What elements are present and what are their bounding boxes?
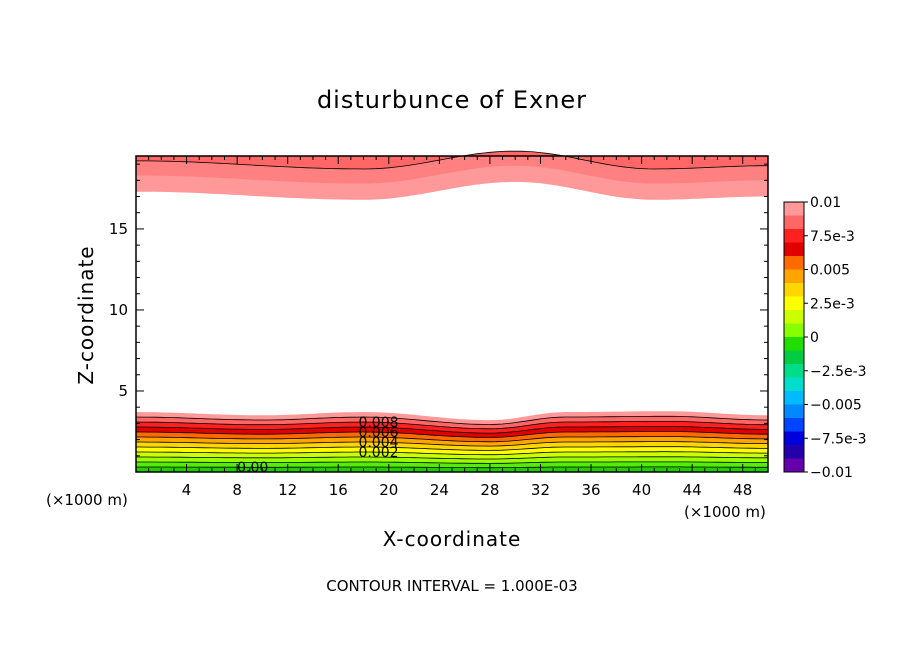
x-tick-label: 44 xyxy=(683,481,702,499)
y-tick-label: 15 xyxy=(109,220,128,238)
colorbar-label: −0.005 xyxy=(810,398,862,414)
contour-label: 0.00 xyxy=(237,460,268,476)
colorbar: 0.01 7.5e-3 0.005 2.5e-3 0 −2.5e-3 −0.005 −7.5e… xyxy=(783,195,867,481)
x-tick-label: 12 xyxy=(278,481,297,499)
contour-label: 0.006 xyxy=(358,425,398,441)
colorbar-swatch xyxy=(784,404,804,419)
colorbar-label: 7.5e-3 xyxy=(810,229,855,245)
chart-title: disturbunce of Exner xyxy=(316,86,588,114)
contour-interval-note: CONTOUR INTERVAL = 1.000E-03 xyxy=(326,577,578,595)
colorbar-swatch xyxy=(784,202,804,216)
contour-line xyxy=(136,436,768,443)
contour-label: 0.008 xyxy=(358,415,398,431)
y-tick-label: 10 xyxy=(109,301,128,319)
contour-line xyxy=(136,431,768,438)
x-tick-label: 40 xyxy=(632,481,651,499)
colorbar-swatch xyxy=(784,337,804,351)
colorbar-swatch xyxy=(784,269,804,284)
x-unit-right: (×1000 m) xyxy=(684,503,766,521)
x-tick-label: 48 xyxy=(733,481,752,499)
x-tick-label: 32 xyxy=(531,481,550,499)
colorbar-swatch xyxy=(784,283,804,297)
colorbar-label: 0 xyxy=(810,330,819,346)
contour-line xyxy=(136,456,768,460)
colorbar-swatch xyxy=(784,445,804,459)
colorbar-swatch xyxy=(784,242,804,257)
contour-line xyxy=(136,466,768,469)
colorbar-swatch xyxy=(784,418,804,432)
contour-lines xyxy=(135,150,769,469)
colorbar-swatch xyxy=(784,215,804,230)
x-tick-label: 36 xyxy=(581,481,600,499)
colorbar-swatch xyxy=(784,310,804,324)
colorbar-swatch xyxy=(784,458,804,473)
colorbar-label: 2.5e-3 xyxy=(810,296,855,312)
colorbar-swatch xyxy=(784,323,804,338)
colorbar-swatch xyxy=(784,431,804,446)
colorbar-swatch xyxy=(784,377,804,392)
colorbar-label: −2.5e-3 xyxy=(810,364,867,380)
colorbar-label: 0.005 xyxy=(810,263,850,279)
contour-line xyxy=(136,426,769,434)
contour-label: 0.002 xyxy=(358,445,398,461)
y-tick-label: 5 xyxy=(118,382,128,400)
x-unit-left: (×1000 m) xyxy=(46,491,128,509)
x-axis-label: X-coordinate xyxy=(382,527,522,551)
contour-label: 0.004 xyxy=(358,435,398,451)
contour-line xyxy=(136,441,768,447)
colorbar-swatch xyxy=(784,296,804,311)
colorbar-swatch xyxy=(784,256,804,270)
colorbar-swatch xyxy=(784,391,804,405)
x-tick-label: 20 xyxy=(379,481,398,499)
contour-line xyxy=(136,461,768,464)
x-tick-label: 4 xyxy=(182,481,192,499)
colorbar-label: 0.01 xyxy=(810,195,841,211)
colorbar-label: −7.5e-3 xyxy=(810,431,867,447)
contour-line xyxy=(135,421,768,430)
colorbar-swatch xyxy=(784,364,804,378)
contour-line xyxy=(136,451,768,456)
contour-line xyxy=(135,415,768,425)
x-tick-label: 28 xyxy=(480,481,499,499)
x-tick-label: 8 xyxy=(232,481,242,499)
contour-line xyxy=(136,446,768,451)
x-tick-label: 24 xyxy=(430,481,449,499)
colorbar-swatch xyxy=(784,229,804,243)
colorbar-label: −0.01 xyxy=(810,465,853,481)
x-tick-label: 16 xyxy=(329,481,348,499)
colorbar-swatch xyxy=(784,350,804,365)
